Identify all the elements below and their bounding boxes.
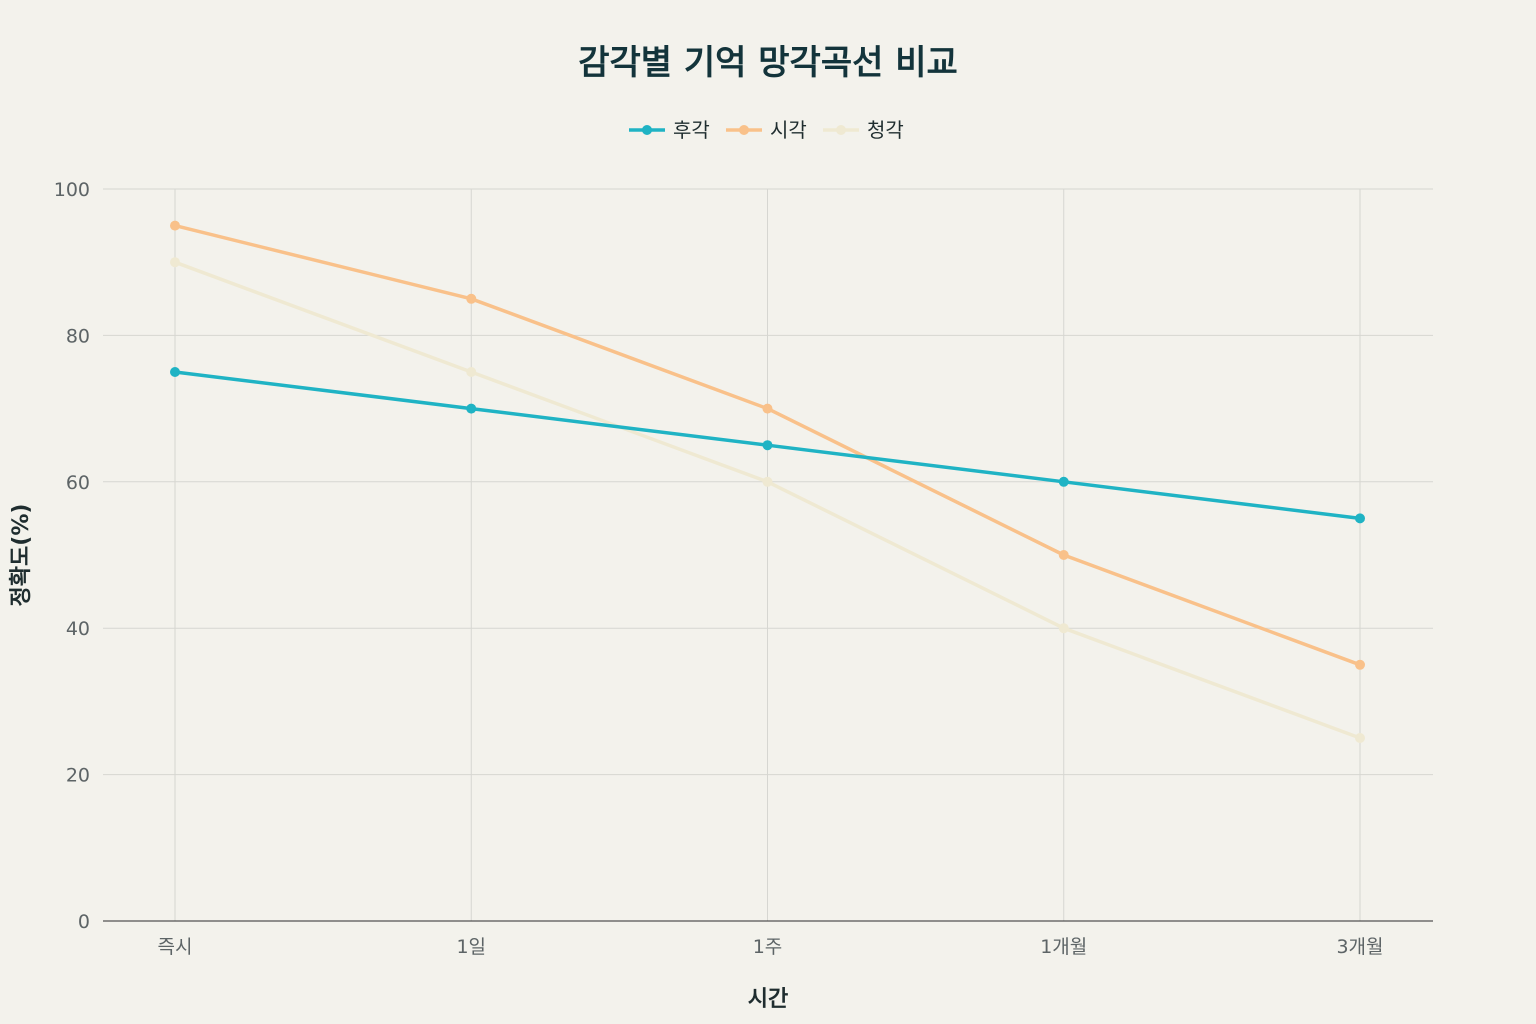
y-tick-label: 0 xyxy=(78,911,90,933)
data-point[interactable] xyxy=(170,257,180,268)
legend-swatch-marker xyxy=(642,125,652,135)
y-tick-label: 100 xyxy=(54,179,90,201)
series-group xyxy=(170,220,1365,743)
data-point[interactable] xyxy=(1058,476,1069,487)
data-point[interactable] xyxy=(1058,623,1069,634)
data-point[interactable] xyxy=(170,367,180,377)
series-2 xyxy=(170,220,1365,670)
legend[interactable]: 후각 시각 청각 xyxy=(629,118,904,142)
chart-title: 감각별 기억 망각곡선 비교 xyxy=(578,43,958,83)
x-tick-label: 3개월 xyxy=(1336,936,1383,958)
legend-swatch-marker xyxy=(836,125,846,135)
x-tick-label: 1주 xyxy=(753,936,783,958)
series-1 xyxy=(170,367,1365,524)
data-point[interactable] xyxy=(762,403,773,414)
legend-swatch-marker xyxy=(739,125,749,135)
data-point[interactable] xyxy=(1355,513,1365,524)
grid xyxy=(103,188,1433,921)
x-tick-label: 즉시 xyxy=(158,936,193,958)
x-axis-title: 시간 xyxy=(748,987,788,1012)
y-tick-label: 80 xyxy=(66,325,90,347)
y-tick-label: 60 xyxy=(66,472,90,494)
x-tick-label: 1일 xyxy=(456,936,486,958)
data-point[interactable] xyxy=(762,440,773,451)
y-tick-label: 20 xyxy=(66,765,90,787)
series-3 xyxy=(170,257,1365,743)
data-point[interactable] xyxy=(1355,733,1365,743)
legend-label: 시각 xyxy=(770,118,807,142)
legend-item[interactable]: 시각 xyxy=(726,118,807,142)
y-axis-title: 정확도(%) xyxy=(9,504,34,607)
legend-item[interactable]: 청각 xyxy=(823,118,904,142)
data-point[interactable] xyxy=(1355,659,1365,670)
legend-label: 청각 xyxy=(867,118,904,142)
data-point[interactable] xyxy=(1058,550,1069,560)
x-tick-label: 1개월 xyxy=(1040,936,1087,958)
data-point[interactable] xyxy=(466,293,477,304)
axes: 0 20 40 60 80 100 즉시 1일 1주 1개월 3개월 xyxy=(54,179,1433,958)
data-point[interactable] xyxy=(466,403,477,414)
data-point[interactable] xyxy=(170,220,180,231)
data-point[interactable] xyxy=(466,367,477,377)
legend-item[interactable]: 후각 xyxy=(629,118,710,142)
y-tick-label: 40 xyxy=(66,618,90,640)
legend-label: 후각 xyxy=(673,118,710,142)
data-point[interactable] xyxy=(762,476,773,487)
